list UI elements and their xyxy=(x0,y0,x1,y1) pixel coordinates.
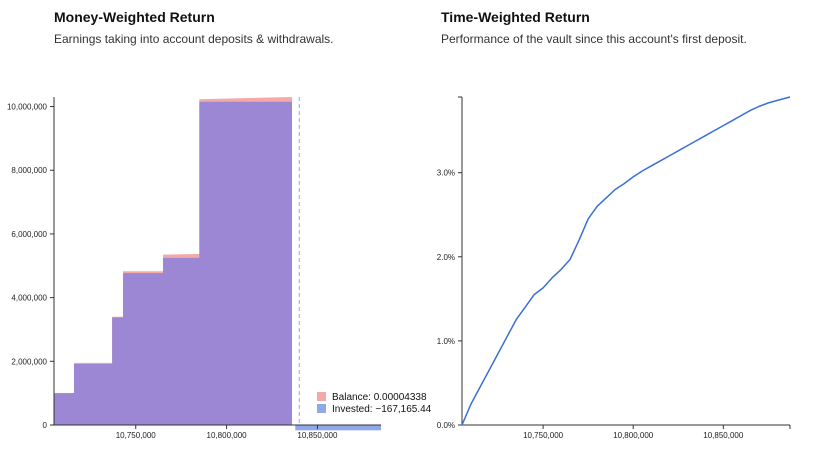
y-tick-label: 0 xyxy=(43,421,48,430)
legend-invested-label: Invested: −167,165.44 xyxy=(332,404,432,415)
invested-area[interactable] xyxy=(54,101,292,425)
invested-negative-area[interactable] xyxy=(295,425,381,431)
time-weighted-subtitle: Performance of the vault since this acco… xyxy=(441,32,747,46)
y-tick-label: 6,000,000 xyxy=(11,230,47,239)
x-tick-label: 10,850,000 xyxy=(297,431,338,440)
y-tick-label: 2.0% xyxy=(437,253,455,262)
money-weighted-title: Money-Weighted Return xyxy=(54,9,215,25)
time-weighted-chart[interactable]: 0.0% 1.0% 2.0% 3.0% 10,750,000 10,800,000 10,8… xyxy=(437,96,791,440)
y-tick-label: 3.0% xyxy=(437,169,455,178)
x-tick-label: 10,750,000 xyxy=(523,431,564,440)
y-tick-label: 0.0% xyxy=(437,421,455,430)
money-weighted-chart[interactable]: 0 2,000,000 4,000,000 6,000,000 8,000,000 10,… xyxy=(7,97,432,440)
money-weighted-subtitle: Earnings taking into account deposits & … xyxy=(54,32,334,46)
x-tick-label: 10,850,000 xyxy=(703,431,744,440)
y-tick-label: 8,000,000 xyxy=(11,166,47,175)
legend-invested-swatch xyxy=(317,404,326,413)
return-line[interactable] xyxy=(461,96,791,426)
y-tick-label: 4,000,000 xyxy=(11,294,47,303)
x-tick-label: 10,800,000 xyxy=(613,431,654,440)
time-weighted-title: Time-Weighted Return xyxy=(441,9,590,25)
x-tick-label: 10,750,000 xyxy=(116,431,157,440)
legend-balance-swatch xyxy=(317,392,326,401)
y-tick-label: 1.0% xyxy=(437,337,455,346)
y-tick-label: 10,000,000 xyxy=(7,103,48,112)
legend-balance-label: Balance: 0.00004338 xyxy=(332,392,427,403)
y-tick-label: 2,000,000 xyxy=(11,357,47,366)
x-tick-label: 10,800,000 xyxy=(207,431,248,440)
